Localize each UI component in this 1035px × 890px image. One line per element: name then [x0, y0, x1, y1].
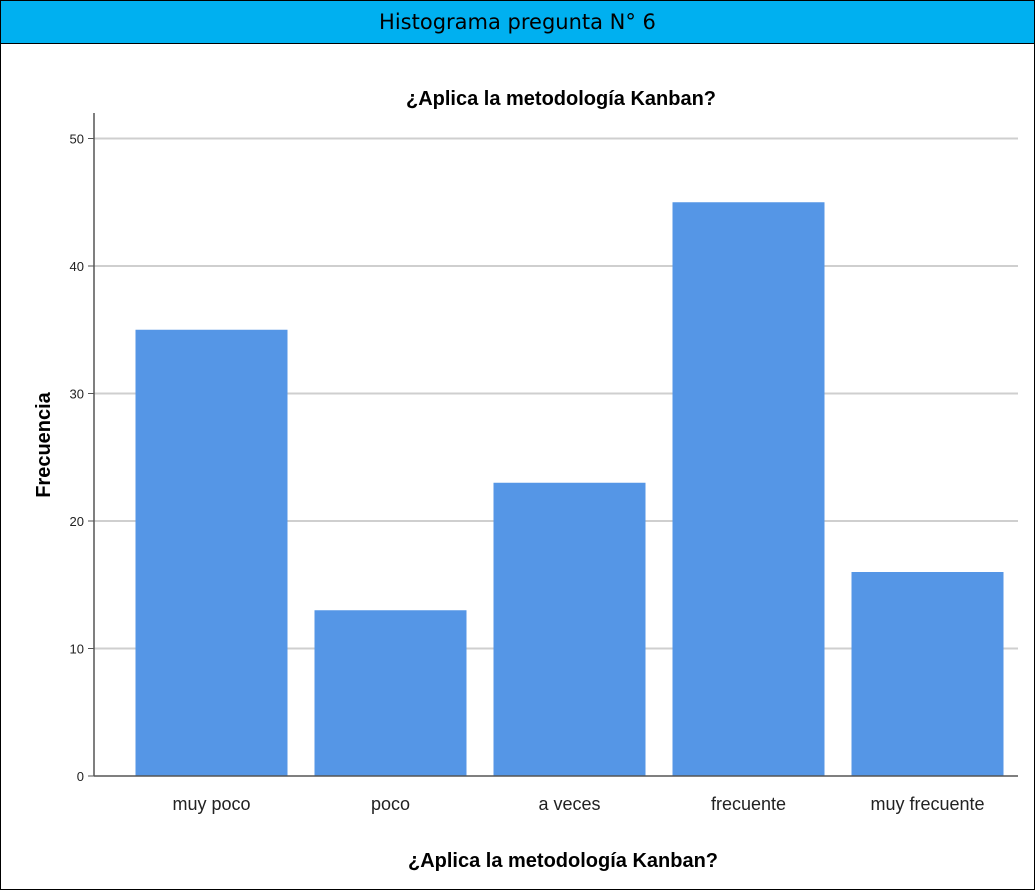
bar-a-veces	[493, 482, 646, 776]
bar-poco	[314, 610, 467, 776]
y-tick-label: 40	[70, 259, 84, 274]
bar-muy-poco	[135, 329, 288, 776]
figure-header-title: Histograma pregunta N° 6	[379, 10, 656, 34]
axes	[88, 113, 1018, 777]
x-tick-label: frecuente	[711, 794, 786, 814]
bars	[135, 202, 1004, 776]
x-tick-label: muy poco	[172, 794, 250, 814]
figure-header: Histograma pregunta N° 6	[1, 1, 1034, 44]
y-tick-label: 0	[77, 769, 84, 784]
x-tick-label: poco	[371, 794, 410, 814]
x-axis-title: ¿Aplica la metodología Kanban?	[408, 850, 718, 872]
y-tick-label: 20	[70, 514, 84, 529]
y-tick-label: 30	[70, 387, 84, 402]
chart-title: ¿Aplica la metodología Kanban?	[406, 88, 716, 110]
bar-muy-frecuente	[851, 572, 1004, 776]
y-axis-title: Frecuencia	[33, 391, 55, 497]
axis-labels: 0 10 20 30 40 50 muy poco poco a veces frecuente m…	[70, 132, 985, 815]
x-tick-label: a veces	[538, 794, 600, 814]
x-tick-label: muy frecuente	[870, 794, 984, 814]
y-tick-label: 10	[70, 642, 84, 657]
bar-frecuente	[672, 202, 825, 776]
y-tick-label: 50	[70, 132, 84, 147]
